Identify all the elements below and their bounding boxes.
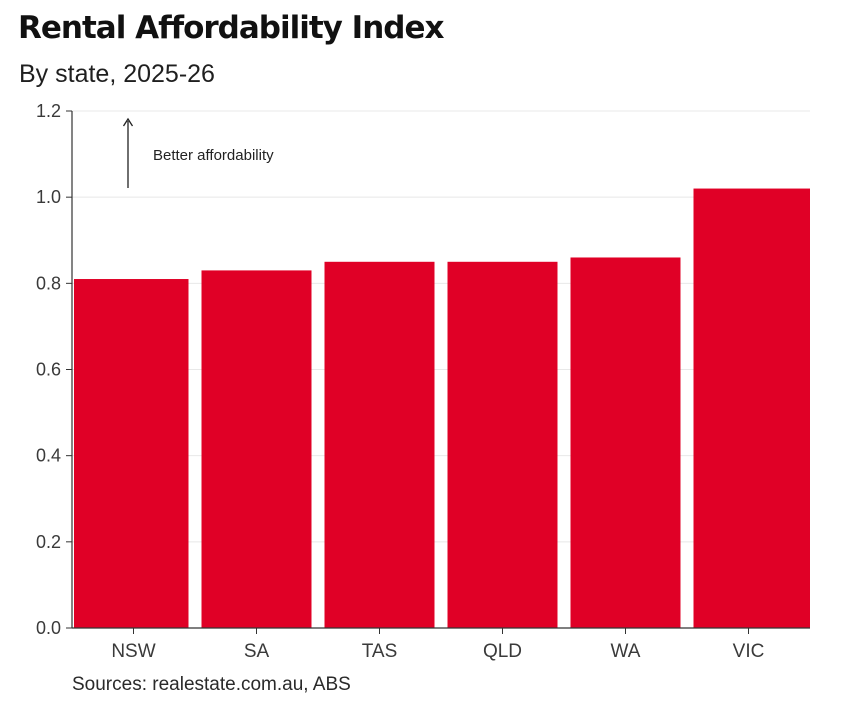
y-tick-label: 1.0 — [36, 187, 61, 207]
x-tick-label: NSW — [111, 641, 155, 662]
y-tick-label: 0.8 — [36, 273, 61, 293]
x-tick-label: TAS — [362, 641, 398, 662]
bar-vic — [693, 188, 810, 629]
x-axis: NSW SA TAS QLD WA VIC — [72, 627, 810, 662]
y-tick-label: 1.2 — [36, 101, 61, 121]
bar-wa — [570, 257, 681, 628]
y-tick-label: 0.4 — [36, 446, 61, 466]
x-tick-label: VIC — [733, 641, 765, 662]
y-axis: 0.0 0.2 0.4 0.6 0.8 1.0 1.2 — [36, 101, 73, 638]
y-tick-label: 0.0 — [36, 618, 61, 638]
source-note: Sources: realestate.com.au, ABS — [72, 674, 351, 695]
gridlines — [72, 110, 810, 543]
y-tick-label: 0.6 — [36, 360, 61, 380]
x-tick-label: WA — [611, 641, 641, 662]
bar-tas — [324, 261, 435, 628]
bar-qld — [447, 261, 558, 628]
bars — [74, 188, 810, 629]
annotation-group: Better affordability — [122, 117, 274, 188]
annotation-label: Better affordability — [153, 147, 274, 164]
x-tick-label: SA — [244, 641, 270, 662]
x-tick-label: QLD — [483, 641, 522, 662]
y-tick-label: 0.2 — [36, 532, 61, 552]
chart-subtitle: By state, 2025-26 — [19, 60, 215, 88]
chart-title: Rental Affordability Index — [18, 10, 444, 46]
bar-sa — [201, 270, 312, 628]
bar-nsw — [74, 279, 189, 628]
arrow-head-icon — [122, 117, 134, 127]
